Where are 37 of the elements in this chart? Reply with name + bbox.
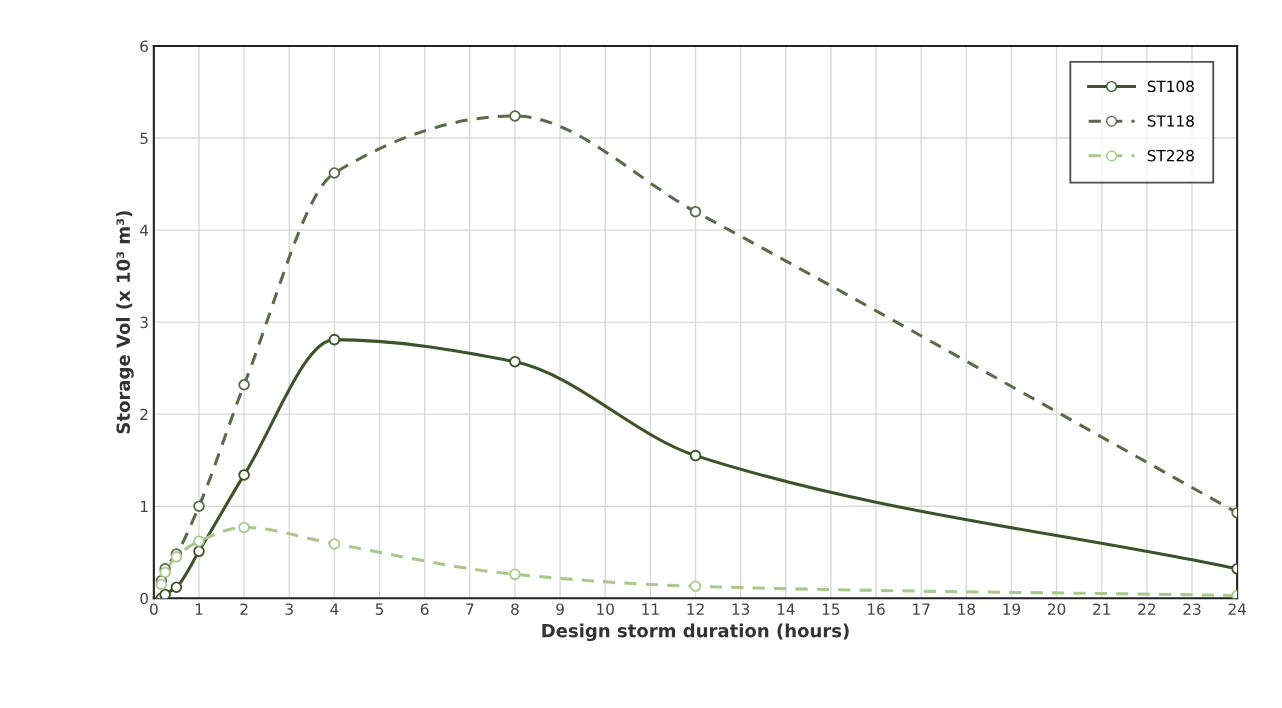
x-tick-label: 20 xyxy=(1047,603,1066,615)
x-tick-label: 15 xyxy=(822,603,840,615)
y-tick-label: 3 xyxy=(140,316,148,329)
x-tick-label: 3 xyxy=(285,603,293,615)
x-tick-label: 5 xyxy=(375,603,384,615)
x-tick-label: 2 xyxy=(240,603,248,615)
x-tick-label: 22 xyxy=(1138,603,1156,615)
x-tick-label: 9 xyxy=(556,603,564,615)
y-tick-label: 2 xyxy=(140,408,148,420)
x-tick-label: 17 xyxy=(913,603,930,615)
legend-label: ST108 xyxy=(1147,80,1194,93)
x-tick-label: 12 xyxy=(687,603,704,615)
x-tick-label: 13 xyxy=(732,603,750,615)
x-tick-label: 16 xyxy=(867,603,885,615)
x-tick-label: 11 xyxy=(642,603,659,615)
legend-label: ST228 xyxy=(1147,149,1194,162)
x-tick-label: 1 xyxy=(195,603,203,615)
x-tick-label: 24 xyxy=(1228,603,1246,615)
x-tick-label: 8 xyxy=(511,603,519,615)
y-tick-label: 1 xyxy=(140,500,148,513)
y-tick-label: 0 xyxy=(140,592,148,605)
x-tick-label: 4 xyxy=(330,603,339,615)
x-tick-label: 6 xyxy=(420,603,429,615)
y-tick-label: 6 xyxy=(140,40,149,53)
x-tick-label: 14 xyxy=(777,603,795,615)
x-axis-title: Design storm duration (hours) xyxy=(542,623,849,642)
x-tick-label: 18 xyxy=(958,603,975,615)
x-tick-label: 19 xyxy=(1003,603,1021,615)
x-tick-label: 21 xyxy=(1093,603,1111,615)
y-tick-label: 5 xyxy=(140,132,148,145)
legend-label: ST118 xyxy=(1147,115,1194,127)
x-tick-label: 10 xyxy=(597,603,614,615)
x-tick-label: 7 xyxy=(466,603,474,615)
x-tick-label: 23 xyxy=(1183,603,1201,615)
x-tick-label: 0 xyxy=(149,603,158,615)
y-tick-label: 4 xyxy=(140,224,149,236)
y-axis-title: Storage Vol (x 10³ m³) xyxy=(116,211,134,434)
